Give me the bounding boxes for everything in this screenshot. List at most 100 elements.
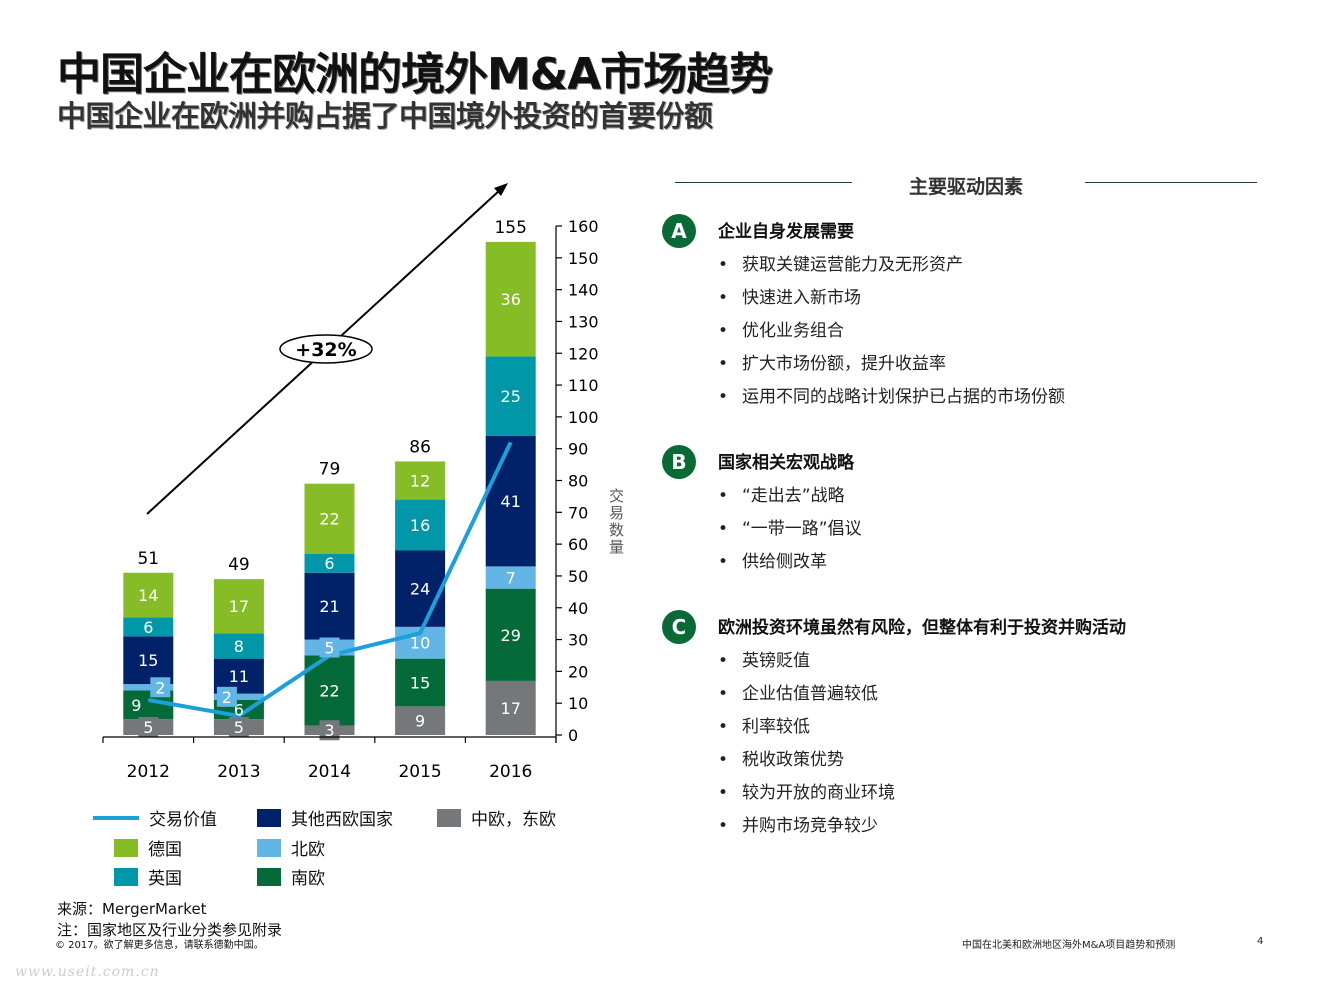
x-tick-label: 2013	[217, 762, 260, 782]
bar-segment-germany	[485, 241, 536, 357]
x-tick-label: 2016	[489, 762, 532, 782]
bullet-text: 运用不同的战略计划保护已占据的市场份额	[742, 387, 1065, 407]
bullet-item: • “一带一路”倡议	[718, 514, 862, 539]
bullet-text: 扩大市场份额，提升收益率	[742, 354, 946, 374]
legend-swatch	[257, 838, 281, 857]
heading-rule-right	[1085, 182, 1257, 183]
y-tick-label: 90	[568, 440, 588, 459]
bar-total-label: 51	[137, 549, 159, 569]
legend-label: 其他西欧国家	[291, 810, 393, 830]
footer-doc-title: 中国在北美和欧洲地区海外M&A项目趋势和预测	[962, 940, 1176, 951]
segment-value-label: 14	[138, 586, 158, 605]
legend-item-deal-value: 交易价值	[93, 805, 217, 830]
bar-segment-uk	[395, 499, 446, 551]
bullet-text: 获取关键运营能力及无形资产	[742, 255, 963, 275]
segment-label-box	[319, 720, 340, 741]
bar-segment-germany	[213, 579, 264, 634]
bar-segment-southern	[395, 658, 446, 707]
bar-total-label: 155	[494, 218, 526, 238]
bullet-dot-icon: •	[718, 321, 729, 341]
bar-segment-nordic	[123, 684, 174, 691]
segment-value-label: 15	[410, 674, 430, 693]
x-tick-label: 2015	[398, 762, 441, 782]
drivers-heading: 主要驱动因素	[675, 172, 1257, 198]
segment-value-label: 7	[506, 569, 516, 588]
bullet-item: • 扩大市场份额，提升收益率	[718, 349, 946, 374]
y-tick-label: 40	[568, 599, 588, 618]
legend-label: 交易价值	[149, 810, 217, 830]
bullet-text: 并购市场竞争较少	[742, 816, 878, 836]
bullet-text: 快速进入新市场	[742, 288, 861, 308]
legend-swatch	[114, 867, 138, 886]
bar-total-label: 49	[228, 555, 250, 575]
y-tick-label: 150	[568, 249, 599, 268]
classification-note: 注：国家地区及行业分类参见附录	[57, 921, 283, 939]
segment-label-box	[228, 717, 249, 738]
bar-segment-uk	[485, 356, 536, 436]
y-tick-label: 140	[568, 281, 599, 300]
segment-value-label: 29	[501, 626, 521, 645]
y-tick-label: 30	[568, 631, 588, 650]
bullet-text: 英镑贬值	[742, 651, 810, 671]
bar-segment-uk	[304, 553, 355, 573]
source-note: 来源：MergerMarket	[57, 900, 207, 918]
bullet-dot-icon: •	[718, 354, 729, 374]
bar-segment-germany	[304, 483, 355, 554]
bullet-dot-icon: •	[718, 255, 729, 275]
bullet-dot-icon: •	[718, 519, 729, 539]
bullet-item: • 获取关键运营能力及无形资产	[718, 250, 963, 275]
segment-value-label: 2	[222, 688, 232, 707]
legend-swatch	[114, 838, 138, 857]
bullet-text: 利率较低	[742, 717, 810, 737]
bullet-dot-icon: •	[718, 684, 729, 704]
page-number: 4	[1257, 936, 1264, 947]
segment-value-label: 17	[229, 597, 249, 616]
bar-segment-uk	[123, 617, 174, 637]
legend-item-southern: 南欧	[257, 864, 325, 889]
y-tick-label: 110	[568, 376, 599, 395]
segment-value-label: 25	[501, 387, 521, 406]
heading-rule-left	[675, 182, 852, 183]
watermark: www.useit.com.cn	[15, 964, 160, 980]
legend-line-swatch	[93, 815, 139, 820]
y-tick-label: 60	[568, 535, 588, 554]
bullet-dot-icon: •	[718, 750, 729, 770]
x-tick-label: 2014	[308, 762, 351, 782]
segment-value-label: 22	[319, 681, 339, 700]
bullet-text: 供给侧改革	[742, 552, 827, 572]
badge-c: C	[662, 610, 696, 644]
segment-value-label: 3	[324, 721, 334, 740]
bar-segment-central_eastern	[485, 680, 536, 735]
segment-value-label: 6	[324, 554, 334, 573]
segment-value-label: 21	[319, 597, 339, 616]
legend-item-other-western: 其他西欧国家	[257, 805, 393, 830]
bar-segment-other_western	[485, 435, 536, 567]
section-title: 企业自身发展需要	[718, 222, 854, 242]
y-axis-title: 交易数量	[607, 487, 625, 556]
bullet-text: 企业估值普遍较低	[742, 684, 878, 704]
bullet-item: • 企业估值普遍较低	[718, 679, 878, 704]
segment-value-label: 22	[319, 510, 339, 529]
copyright: © 2017。欲了解更多信息，请联系德勤中国。	[55, 940, 264, 951]
segment-label-box	[216, 686, 237, 707]
bar-segment-other_western	[123, 636, 174, 685]
y-tick-label: 10	[568, 694, 588, 713]
bullet-dot-icon: •	[718, 816, 729, 836]
y-tick-label: 70	[568, 503, 588, 522]
x-tick-label: 2012	[127, 762, 170, 782]
bar-total-label: 79	[319, 460, 341, 480]
drivers-heading-text: 主要驱动因素	[908, 176, 1023, 198]
legend-swatch	[437, 808, 461, 827]
y-tick-label: 100	[568, 408, 599, 427]
badge-b: B	[662, 445, 696, 479]
bullet-dot-icon: •	[718, 387, 729, 407]
growth-badge-ellipse	[279, 334, 373, 364]
bullet-item: • 较为开放的商业环境	[718, 778, 895, 803]
legend-label: 英国	[148, 869, 182, 889]
y-tick-label: 130	[568, 312, 599, 331]
legend-label: 北欧	[291, 840, 325, 860]
segment-value-label: 11	[229, 667, 249, 686]
page-subtitle: 中国企业在欧洲并购占据了中国境外投资的首要份额	[57, 99, 713, 133]
segment-label-box	[319, 637, 340, 658]
